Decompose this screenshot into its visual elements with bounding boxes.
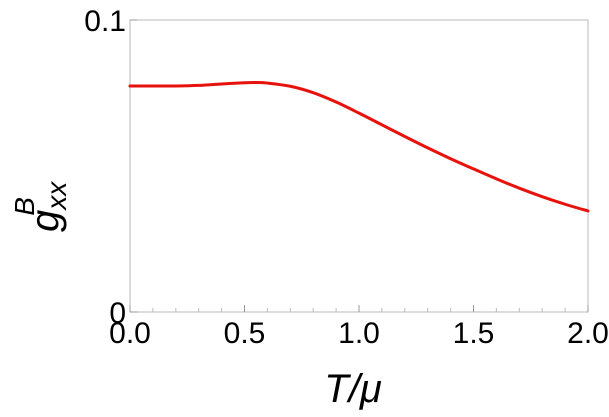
x-tick-label: 0.0 [109,317,151,350]
tick-labels: 0.0 0.5 1.0 1.5 2.0 0 0.1 [84,5,609,350]
plot-frame [129,19,589,313]
y-axis-label: gxxB [9,181,72,232]
x-tick-label: 1.0 [338,317,380,350]
y-tick-label: 0 [109,297,126,330]
y-tick-label: 0.1 [84,5,126,38]
x-tick-label: 1.5 [453,317,495,350]
axis-ticks [129,19,589,313]
y-axis-label-subscript: xx [41,181,72,212]
x-axis-label: T/μ [324,367,382,411]
x-tick-label: 0.5 [224,317,266,350]
y-axis-label-base: g [23,210,67,232]
plot-border [129,19,589,313]
series-layer [128,80,590,213]
x-tick-label: 2.0 [567,317,609,350]
axis-labels: T/μ gxxB [9,181,382,411]
y-axis-label-superscript: B [9,197,40,216]
series-line [128,80,590,213]
